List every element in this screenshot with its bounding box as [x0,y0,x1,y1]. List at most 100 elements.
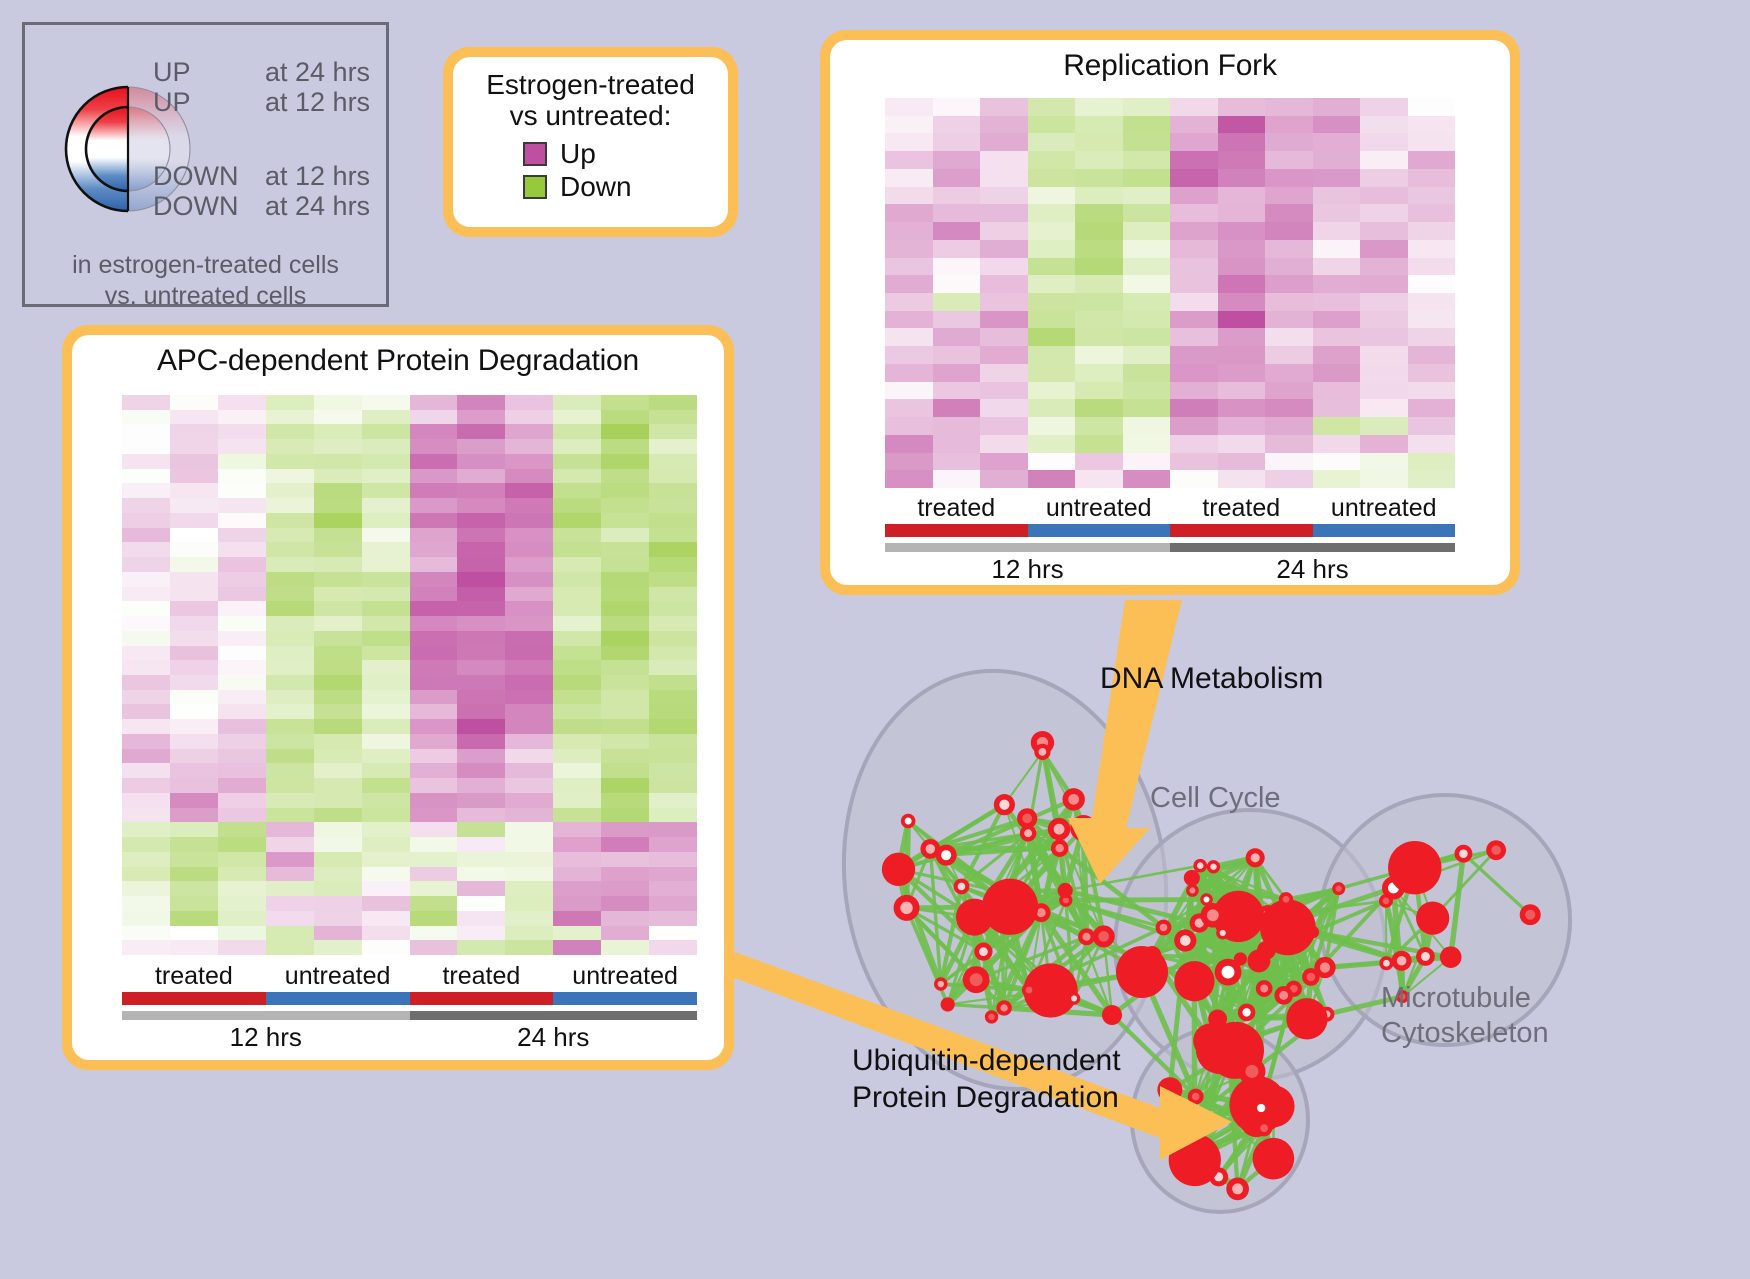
network-node[interactable] [1286,998,1328,1040]
network-node[interactable] [1259,899,1316,956]
network-node[interactable] [1157,1077,1183,1103]
network-node[interactable] [1391,950,1412,971]
network-node[interactable] [1247,949,1271,973]
network-node[interactable] [1519,904,1541,926]
network-node[interactable] [996,1000,1012,1016]
network-node[interactable] [984,1010,999,1024]
network-node[interactable] [1184,1107,1205,1128]
network-node[interactable] [1174,961,1215,1002]
heatmap-cell [217,675,266,690]
network-node[interactable] [962,966,990,994]
timepoint-label: 12 hrs [229,1022,302,1053]
network-edge [960,832,1030,888]
network-node[interactable] [1155,919,1172,936]
heatmap-cell [601,527,650,543]
network-node[interactable] [1200,903,1226,928]
network-node[interactable] [1193,858,1208,873]
network-node[interactable] [1233,952,1247,966]
heatmap-cell [313,763,362,779]
network-node[interactable] [935,844,957,866]
network-node[interactable] [1070,814,1097,842]
network-node[interactable] [1252,1099,1270,1117]
network-node[interactable] [1302,968,1320,986]
network-node[interactable] [1314,956,1336,979]
network-node[interactable] [1019,824,1037,842]
network-node[interactable] [1034,743,1051,760]
network-node[interactable] [1200,893,1213,906]
heatmap-cell [553,542,602,558]
heatmap-cell [265,896,314,911]
heatmap-cell [217,689,266,705]
network-node[interactable] [1067,992,1081,1005]
network-node[interactable] [893,894,920,921]
heatmap-cell [1360,151,1408,169]
heatmap-cell [265,557,314,572]
network-node[interactable] [920,838,941,859]
network-node[interactable] [1379,956,1394,971]
network-node[interactable] [1216,926,1230,940]
network-node[interactable] [1255,1120,1273,1137]
network-node[interactable] [1047,817,1071,841]
network-node[interactable] [1102,1005,1122,1025]
network-node[interactable] [1252,1085,1295,1128]
network-node[interactable] [1237,1003,1256,1022]
heatmap-cell [1122,346,1170,364]
heatmap-cell [1265,346,1313,364]
network-node[interactable] [1395,990,1409,1004]
network-node[interactable] [1222,916,1240,934]
heatmap-cell [601,395,650,410]
network-node[interactable] [1168,1133,1221,1187]
network-node[interactable] [1183,869,1200,886]
network-node[interactable] [1486,840,1507,861]
heatmap-cell [1217,222,1265,240]
network-node[interactable] [900,813,916,829]
heatmap-cell [122,557,170,572]
heatmap-cell [1170,186,1218,205]
heatmap-cell [361,498,410,513]
heatmap-cell [649,822,697,838]
heatmap-cell [1122,98,1170,116]
network-node[interactable] [953,878,970,895]
network-node[interactable] [1238,1057,1266,1086]
network-node[interactable] [1187,1088,1204,1105]
network-node[interactable] [1017,808,1038,829]
network-node[interactable] [1416,901,1450,935]
network-node[interactable] [940,997,955,1012]
legend-label-down: Down [560,170,632,202]
heatmap-cell [553,837,602,852]
network-node[interactable] [1174,929,1197,952]
network-node[interactable] [1245,848,1265,868]
network-node[interactable] [1206,860,1221,874]
network-node[interactable] [1439,946,1462,968]
network-node[interactable] [1021,982,1037,998]
network-node[interactable] [1388,840,1442,895]
network-node[interactable] [1062,788,1085,811]
network-node[interactable] [1057,882,1073,899]
network-node[interactable] [1416,947,1435,966]
network-node[interactable] [1255,980,1273,997]
network-node[interactable] [981,878,1039,935]
network-node[interactable] [974,942,993,961]
network-node[interactable] [1274,986,1293,1005]
network-node[interactable] [1078,928,1095,946]
network-node[interactable] [881,852,916,886]
heatmap-cell [505,837,554,852]
network-node[interactable] [1226,1177,1249,1201]
heatmap-cell [265,675,314,690]
network-node[interactable] [934,977,948,991]
network-node[interactable] [1196,1026,1244,1074]
network-node[interactable] [1278,892,1294,907]
heatmap-cell [1217,470,1265,488]
network-node[interactable] [1252,1137,1295,1180]
network-node[interactable] [1050,839,1069,857]
heatmap-cell [932,168,980,187]
heatmap-cell [649,586,697,602]
network-node[interactable] [1116,946,1168,998]
condition-label: treated [917,494,996,522]
network-node[interactable] [1186,884,1199,897]
heatmap-cell [1075,98,1123,116]
network-node[interactable] [1332,882,1346,896]
network-node[interactable] [1092,925,1115,948]
network-node[interactable] [993,794,1016,816]
network-node[interactable] [1454,844,1473,863]
